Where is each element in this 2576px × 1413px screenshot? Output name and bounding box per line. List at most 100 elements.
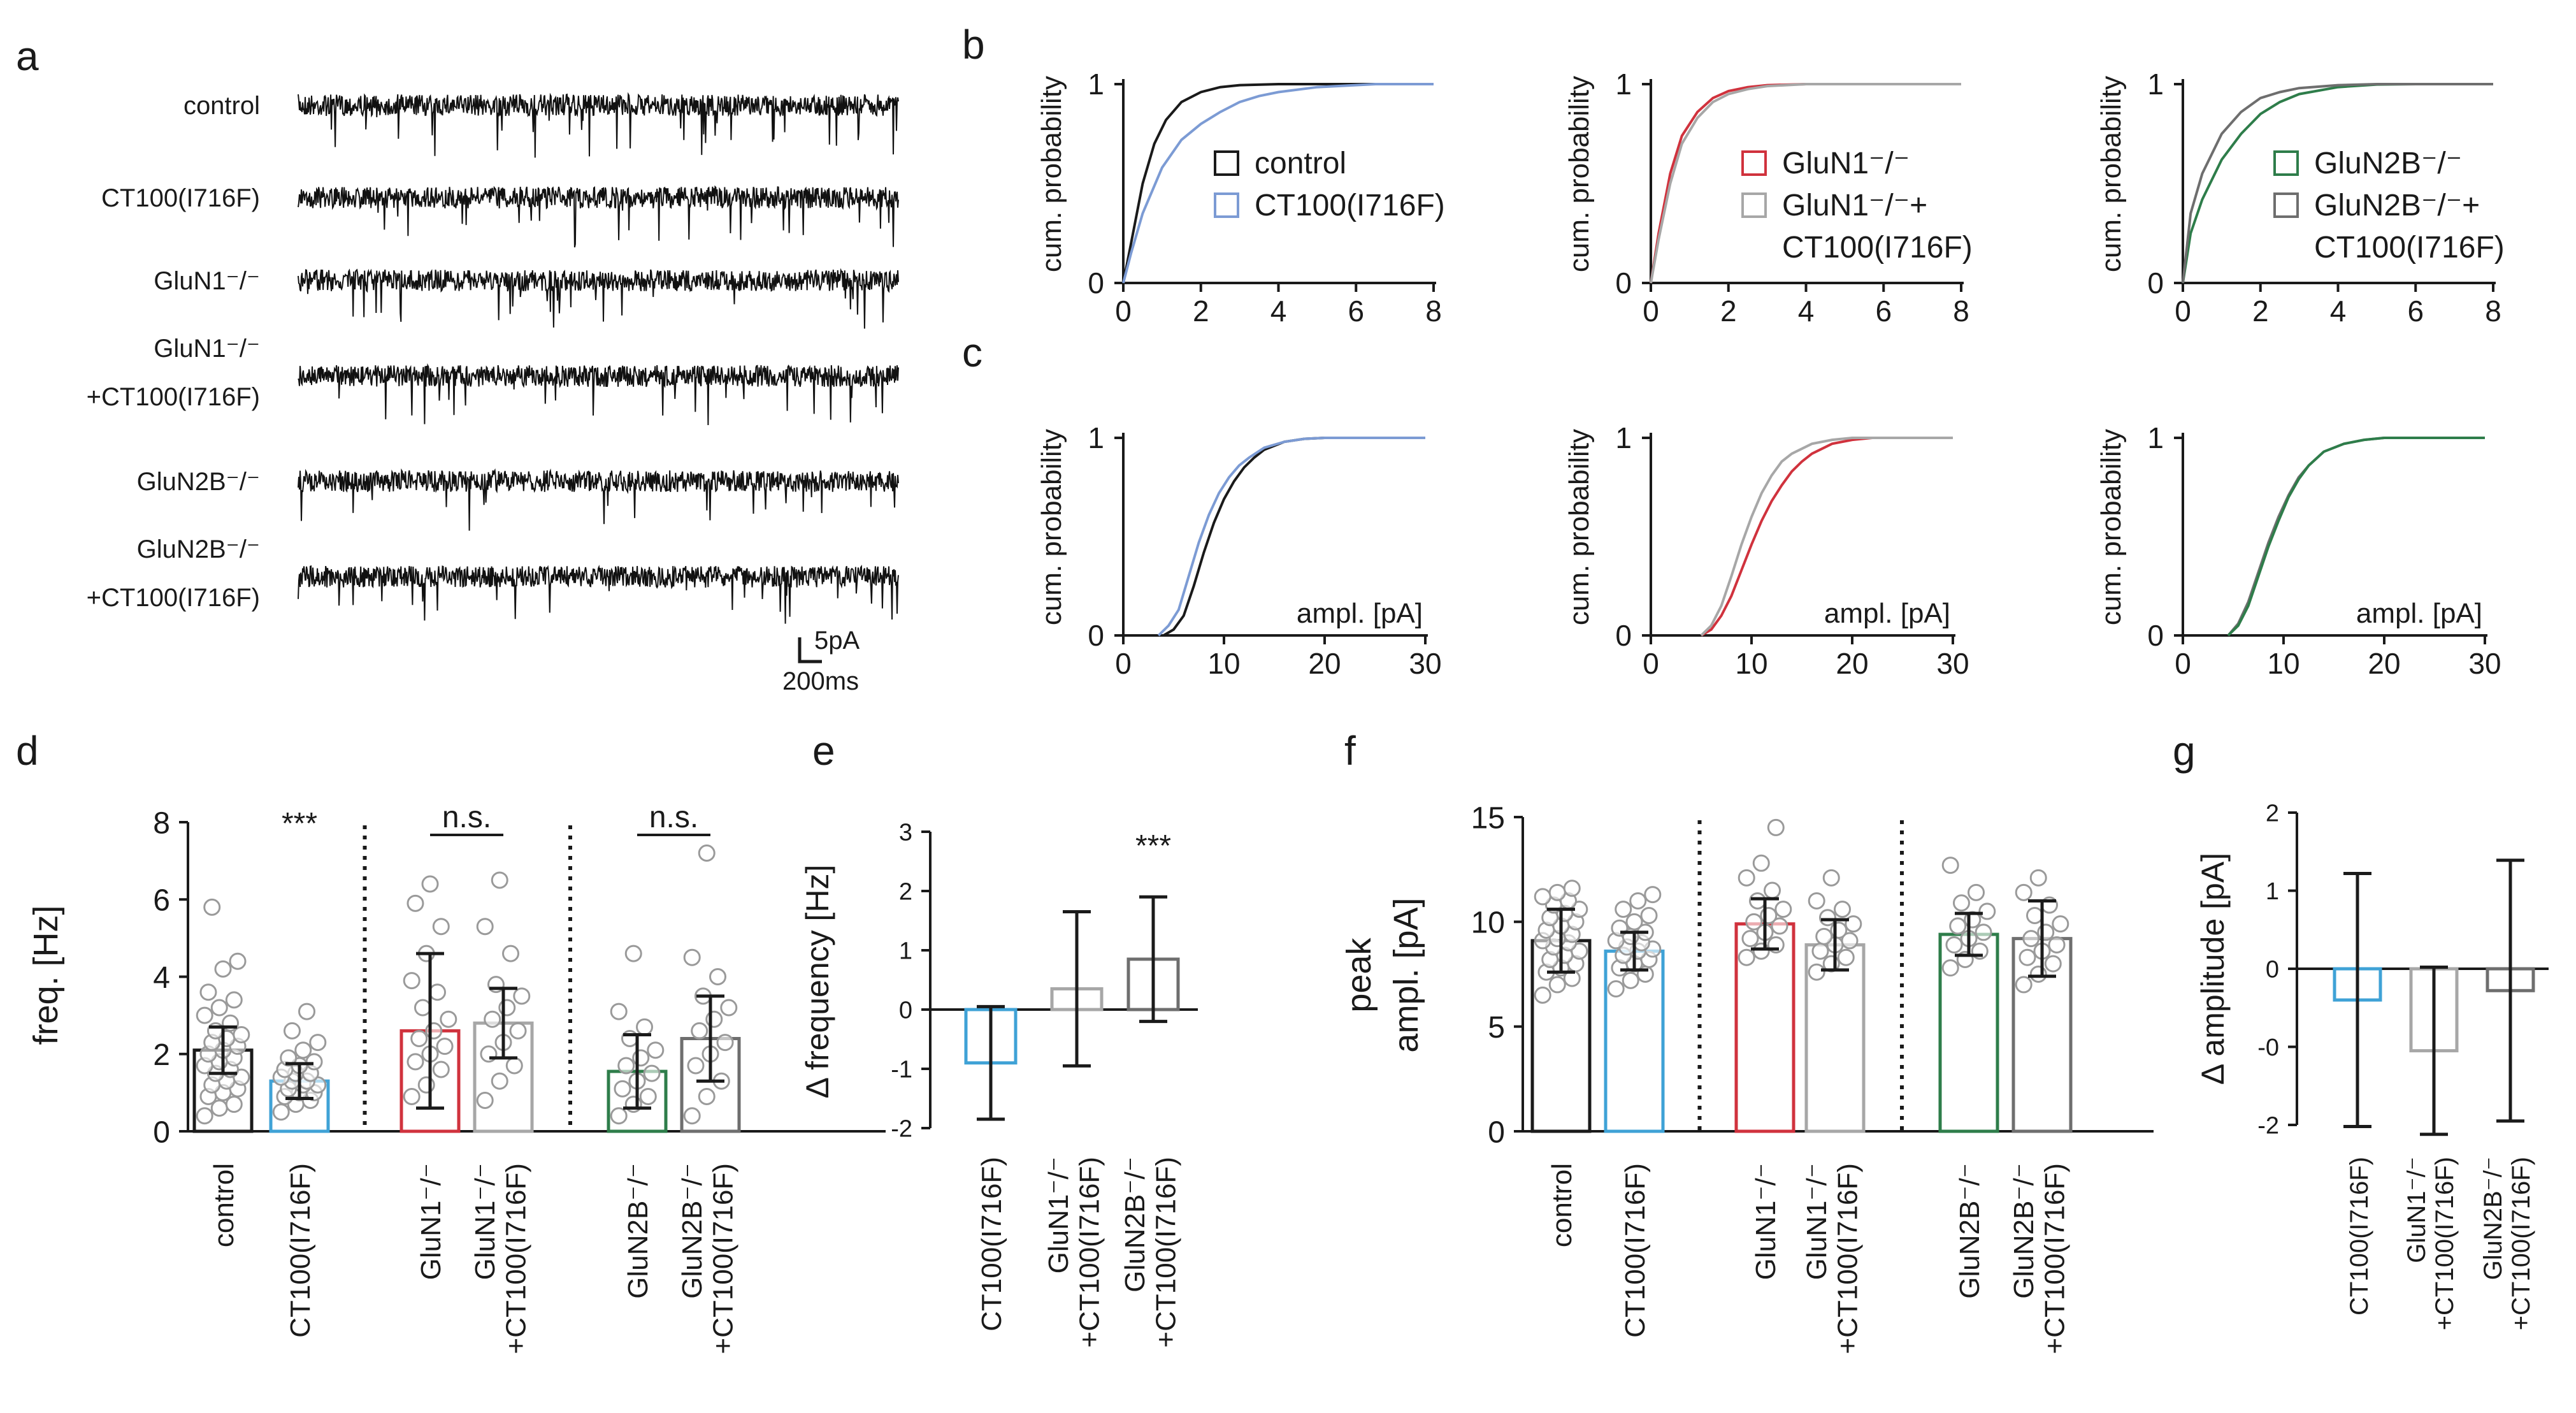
data-point [210,999,228,1017]
data-point [2026,906,2043,924]
data-point [1818,909,1836,927]
data-point [687,1057,705,1075]
data-point [683,1107,701,1125]
x-tick-label: GluN1⁻/⁻+CT100(I716F) [1801,1163,1863,1354]
x-tick-label: 0 [1115,647,1132,680]
x-tick-label: GluN1⁻/⁻ [1750,1163,1781,1280]
data-point [1640,906,1658,924]
data-point [1968,883,1985,901]
data-point [709,968,727,985]
legend-swatch [1741,192,1767,218]
significance-label: *** [1135,829,1171,863]
data-point [214,960,232,978]
data-point [617,1057,635,1075]
data-point [436,1038,454,1055]
data-point [1760,906,1778,924]
data-point [498,999,516,1017]
data-point [632,1049,650,1067]
data-point [1548,883,1566,901]
data-point [203,898,221,916]
data-point [229,952,247,970]
trace-label: GluN2B⁻/⁻ +CT100(I716F) [87,535,260,612]
y-axis-label: cum. probability [2096,76,2127,272]
panel-letter-a: a [16,33,39,79]
y-axis-label: Δ amplitude [pA] [2195,853,2231,1085]
x-tick-label: 6 [1875,294,1892,328]
data-point [2037,924,2055,941]
data-point [432,918,450,936]
cumulative-plot: 0 2 4 6 8 0 1 cum. probability GluN2B⁻/⁻ GluN2B⁻/… [2096,68,2505,328]
data-point [417,1076,435,1094]
data-point [2052,915,2069,933]
trace-labels: control CT100(I716F) GluN1⁻/⁻ GluN1⁻/⁻ +CT10… [87,92,260,612]
data-point [1834,901,1852,918]
x-tick-label: 2 [1193,294,1209,328]
data-point [1978,902,1996,920]
x-tick-label: CT100(I716F) [976,1157,1007,1331]
data-point [305,1053,323,1071]
cdf-line [2182,83,2493,284]
cumulative-plot: 0 10 20 30 0 1 cum. probability ampl. [pA] [2096,421,2501,680]
legend-label: CT100(I716F) [2314,231,2505,264]
x-tick-label: GluN2B⁻/⁻ [1954,1163,1985,1299]
x-tick-label: 6 [2407,294,2424,328]
cumulative-plot: 0 2 4 6 8 0 1 cum. probability GluN1⁻/⁻ GluN1⁻/⁻+… [1564,68,1973,328]
data-point [407,1053,424,1071]
y-tick-label: 1 [2147,68,2164,101]
data-point [484,1010,501,1028]
bar-chart: -2 -1 0 1 2 3 Δ frequency [Hz] CT100(I716F) GluN… [800,820,1198,1348]
data-point [502,945,520,962]
x-tick-label: control [208,1163,240,1247]
y-tick-label: 1 [1615,421,1632,454]
trace-label: GluN2B⁻/⁻ [137,468,260,496]
x-tick-label: 4 [1798,294,1815,328]
y-tick-label: 1 [2266,878,2279,905]
data-point [1622,971,1639,989]
data-point [2015,976,2033,994]
data-point [1625,913,1643,931]
x-tick-label: 0 [2175,647,2191,680]
x-tick-label: 10 [1207,647,1240,680]
data-point [1629,892,1647,909]
y-tick-label: 1 [1088,68,1104,101]
data-point [1941,857,1959,874]
cumulative-plot: 0 10 20 30 0 1 cum. probability ampl. [pA] [1036,421,1442,680]
x-tick-label: GluN2B⁻/⁻+CT100(I716F) [2008,1163,2070,1354]
data-point [1830,921,1848,939]
cdf-line [1700,437,1953,637]
x-tick-label: 20 [1308,647,1341,680]
legend-label: CT100(I716F) [1255,189,1445,222]
cumulative-plot: 0 10 20 30 0 1 cum. probability ampl. [pA] [1564,421,1969,680]
scalebar-amplitude-label: 5pA [814,627,860,655]
cumulative-plot: 0 2 4 6 8 0 1 cum. probability control CT100(I716… [1036,68,1445,328]
data-point [491,871,508,889]
data-point [1822,869,1840,887]
data-point [1738,948,1755,966]
bar-chart: 0 2 4 6 8 freq. [Hz] control CT100(I716F) GluN1⁻… [27,801,886,1354]
x-tick-label: GluN2B⁻/⁻+CT100(I716F) [1119,1157,1181,1348]
y-axis-label: cum. probability [1036,76,1067,272]
data-point [705,1010,723,1028]
axis-annotation: ampl. [pA] [2356,598,2482,629]
x-tick-label: 8 [1953,294,1969,328]
data-point [513,987,531,1005]
y-axis-label: Δ frequency [Hz] [800,865,835,1099]
x-tick-label: 0 [2175,294,2191,328]
panel-letter-b: b [962,22,985,68]
y-tick-label: 1 [1088,421,1104,454]
x-tick-label: 0 [1115,294,1132,328]
data-point [1745,913,1763,931]
current-trace [298,185,899,248]
cdf-line [1700,437,1953,637]
bar-chart: 0 5 10 15 peak ampl. [pA] control CT100(I716F) G… [1340,801,2154,1354]
axis-annotation: ampl. [pA] [1824,598,1950,629]
data-point [233,1025,250,1043]
x-tick-label: 6 [1348,294,1364,328]
y-axis-label: cum. probability [1036,429,1067,625]
x-tick-label: control [1546,1163,1578,1247]
data-point [1563,880,1581,897]
legend-label: GluN1⁻/⁻ [1782,147,1910,180]
data-point [1845,915,1862,933]
data-point [647,1041,665,1059]
